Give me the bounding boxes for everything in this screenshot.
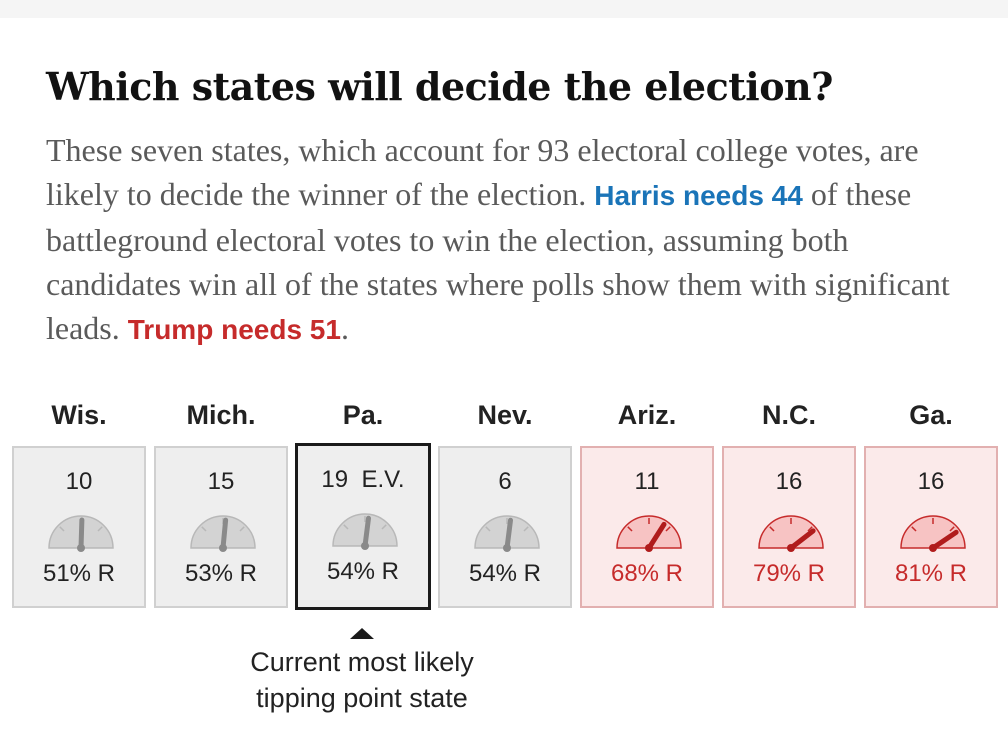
- state-name: Ariz.: [617, 400, 677, 430]
- win-probability: 54% R: [468, 560, 542, 587]
- state-card[interactable]: 16 79% R: [722, 446, 856, 608]
- state-card[interactable]: 15 53% R: [154, 446, 288, 608]
- gauge-tick: [59, 526, 65, 532]
- gauge-hub: [929, 544, 937, 552]
- gauge-hub: [77, 544, 85, 552]
- state-name: Wis.: [51, 400, 107, 430]
- state-name: Ga.: [909, 400, 953, 430]
- gauge-tick: [343, 524, 349, 530]
- win-probability: 81% R: [894, 560, 968, 587]
- state-card[interactable]: 19 E.V. 54% R: [295, 443, 431, 610]
- intro-text-1: These seven states, which account for 93…: [46, 132, 919, 212]
- electoral-votes: 16: [917, 468, 945, 495]
- win-probability: 79% R: [752, 560, 826, 587]
- gauge-needle: [930, 529, 959, 551]
- intro-end: .: [340, 310, 349, 346]
- gauge-icon: [190, 515, 256, 552]
- tipping-point-caption: Current most likely tipping point state: [212, 644, 512, 716]
- gauge-tick: [201, 526, 207, 532]
- battleground-states: Wis. 10 51% R Mich. 15 53% R Pa. 19 E.V. 54% R Ne…: [0, 394, 1008, 634]
- electoral-votes: 15: [207, 468, 235, 495]
- gauge-dial: [758, 515, 824, 549]
- electoral-votes: 11: [634, 468, 660, 495]
- gauge-tick: [239, 526, 245, 532]
- gauge-icon: [332, 513, 398, 550]
- gauge-tick: [627, 526, 633, 532]
- gauge-needle: [646, 521, 667, 551]
- gauge-tick: [807, 526, 813, 532]
- gauge-hub: [219, 544, 227, 552]
- gauge-needle: [220, 517, 229, 551]
- gauge-hub: [787, 544, 795, 552]
- state-card[interactable]: 16 81% R: [864, 446, 998, 608]
- gauge-hub: [361, 542, 369, 550]
- trump-needs-highlight: Trump needs 51: [127, 314, 341, 345]
- state-name: Pa.: [342, 400, 384, 430]
- electoral-votes: 10: [65, 468, 93, 495]
- state-card[interactable]: 11 68% R: [580, 446, 714, 608]
- gauge-tick: [665, 526, 671, 532]
- gauge-tick: [769, 526, 775, 532]
- win-probability: 53% R: [184, 560, 258, 587]
- win-probability: 68% R: [610, 560, 684, 587]
- gauge-icon: [900, 515, 966, 552]
- electoral-votes: 16: [775, 468, 803, 495]
- top-bar: [0, 0, 1008, 18]
- gauge-needle: [788, 528, 816, 551]
- gauge-needle: [504, 517, 514, 551]
- electoral-votes: 19 E.V.: [321, 466, 405, 493]
- gauge-hub: [503, 544, 511, 552]
- gauge-tick: [911, 526, 917, 532]
- gauge-hub: [645, 544, 653, 552]
- gauge-tick: [949, 526, 955, 532]
- state-card[interactable]: 6 54% R: [438, 446, 572, 608]
- gauge-icon: [616, 515, 682, 552]
- state-name: N.C.: [762, 400, 816, 430]
- gauge-needle: [362, 515, 372, 549]
- caption-line-1: Current most likely: [250, 647, 474, 677]
- gauge-tick: [97, 526, 103, 532]
- gauge-icon: [758, 515, 824, 552]
- caption-line-2: tipping point state: [256, 683, 468, 713]
- win-probability: 54% R: [326, 558, 400, 585]
- page-title: Which states will decide the election?: [46, 64, 833, 109]
- state-name: Mich.: [186, 400, 256, 430]
- state-name: Nev.: [477, 400, 533, 430]
- intro-paragraph: These seven states, which account for 93…: [46, 128, 986, 352]
- win-probability: 51% R: [42, 560, 116, 587]
- state-card[interactable]: 10 51% R: [12, 446, 146, 608]
- gauge-tick: [485, 526, 491, 532]
- gauge-tick: [381, 524, 387, 530]
- gauge-needle: [78, 517, 85, 551]
- intro-text-2: of these battleground electoral votes to…: [46, 176, 950, 346]
- harris-needs-highlight: Harris needs 44: [594, 180, 803, 211]
- gauge-icon: [474, 515, 540, 552]
- tipping-point-arrow-icon: [350, 628, 374, 639]
- gauge-tick: [523, 526, 529, 532]
- gauge-icon: [48, 515, 114, 552]
- electoral-votes: 6: [498, 468, 512, 495]
